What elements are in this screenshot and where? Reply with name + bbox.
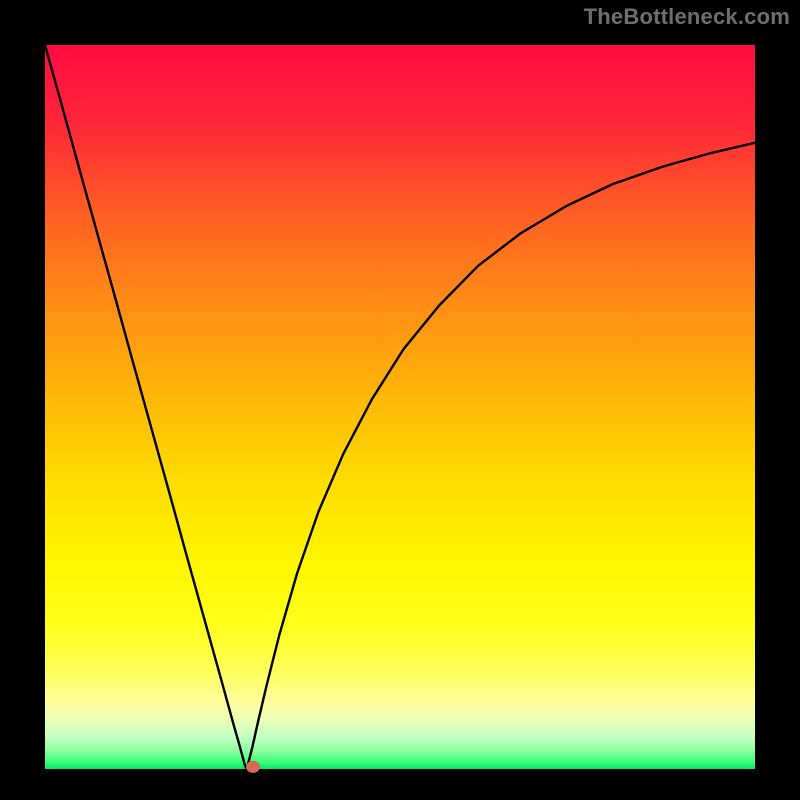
chart-background [45,45,755,769]
bottleneck-chart [0,0,800,800]
watermark-text: TheBottleneck.com [584,4,790,30]
chart-container: TheBottleneck.com [0,0,800,800]
minimum-marker [246,761,260,773]
